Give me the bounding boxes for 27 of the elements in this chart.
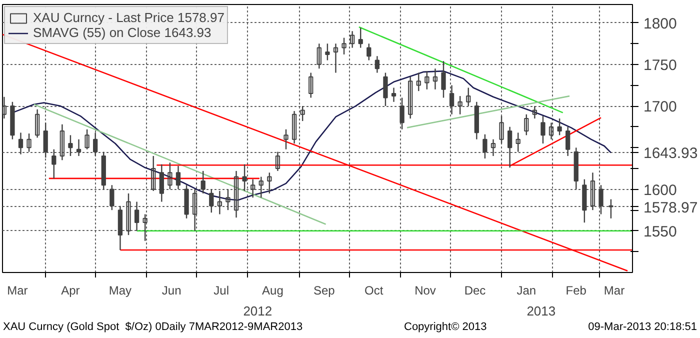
y-tick-label: 1643.93 <box>644 145 698 162</box>
x-tick-label: Feb <box>566 284 587 298</box>
x-tick-label: Mar <box>604 284 625 298</box>
x-tick-label: Sep <box>313 284 336 298</box>
x-tick-label: Dec <box>464 284 486 298</box>
y-tick-label: 1578.97 <box>644 199 698 216</box>
x-tick-label: Nov <box>414 284 436 298</box>
text: 2012 <box>243 304 272 318</box>
y-tick-label: 1750 <box>644 56 677 74</box>
text: 2013 <box>526 304 556 318</box>
text: 09-Mar-2013 20:18:51 <box>588 320 697 335</box>
x-tick-label: Apr <box>61 284 80 298</box>
y-tick-label: 1550 <box>644 223 677 240</box>
x-tick-label: Aug <box>262 284 284 298</box>
x-tick-label: Jun <box>162 284 182 298</box>
text: Copyright© 2013 <box>404 320 487 335</box>
x-tick-label: Jul <box>214 284 230 298</box>
x-tick-label: Oct <box>364 284 384 298</box>
y-tick-label: 1700 <box>644 98 677 116</box>
x-tick-label: Mar <box>7 284 28 298</box>
legend-label: XAU Curncy - Last Price 1578.97 <box>33 10 224 25</box>
x-tick-label: Jan <box>516 284 536 298</box>
x-tick-label: May <box>108 284 132 298</box>
legend-label: SMAVG (55) on Close 1643.93 <box>33 25 212 40</box>
y-tick-label: 1600 <box>644 182 677 199</box>
text: XAU Curncy (Gold Spot $/Oz) 0Daily 7MAR2012-9MAR2013 <box>3 320 303 335</box>
y-tick-label: 1800 <box>644 15 677 32</box>
